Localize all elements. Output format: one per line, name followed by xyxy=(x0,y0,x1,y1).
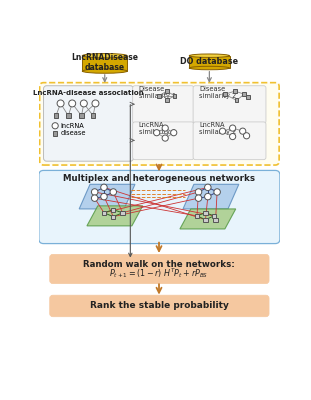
FancyBboxPatch shape xyxy=(44,86,133,161)
Polygon shape xyxy=(183,184,239,209)
Circle shape xyxy=(171,130,177,136)
FancyBboxPatch shape xyxy=(39,83,279,165)
Polygon shape xyxy=(180,209,236,229)
Circle shape xyxy=(52,123,58,129)
Bar xyxy=(82,56,127,71)
FancyBboxPatch shape xyxy=(133,86,194,124)
Text: LncRNA
similarity 2: LncRNA similarity 2 xyxy=(199,122,237,135)
Bar xyxy=(189,56,230,68)
Bar xyxy=(66,114,71,118)
Circle shape xyxy=(80,100,87,107)
FancyBboxPatch shape xyxy=(50,254,269,284)
Bar xyxy=(111,214,115,219)
Bar xyxy=(213,218,218,222)
Bar xyxy=(242,92,246,96)
Bar xyxy=(165,89,169,93)
Bar xyxy=(53,114,58,118)
Circle shape xyxy=(101,193,107,200)
Ellipse shape xyxy=(82,54,127,58)
Text: $P_{t+1}= (1-r)\ H^T P_t + r P_{BS}$: $P_{t+1}= (1-r)\ H^T P_t + r P_{BS}$ xyxy=(109,266,209,280)
Text: disease: disease xyxy=(61,130,86,136)
Text: Disease
similarity 2: Disease similarity 2 xyxy=(199,86,237,99)
Circle shape xyxy=(154,130,160,136)
Text: DO database: DO database xyxy=(180,56,239,66)
Circle shape xyxy=(69,100,76,107)
Text: Multiplex and heterogeneous networks: Multiplex and heterogeneous networks xyxy=(63,174,255,183)
FancyBboxPatch shape xyxy=(50,295,269,317)
Ellipse shape xyxy=(189,66,230,70)
Bar xyxy=(233,89,237,93)
Bar xyxy=(111,208,115,212)
Bar xyxy=(246,95,250,99)
Bar xyxy=(120,211,125,215)
Circle shape xyxy=(91,195,98,201)
Circle shape xyxy=(91,189,98,195)
Bar xyxy=(91,114,95,118)
Circle shape xyxy=(195,195,202,201)
Circle shape xyxy=(162,135,168,141)
FancyBboxPatch shape xyxy=(39,170,280,244)
Circle shape xyxy=(92,100,99,107)
Text: Random walk on the networks:: Random walk on the networks: xyxy=(83,260,235,269)
Bar xyxy=(203,218,208,222)
Circle shape xyxy=(239,128,246,134)
FancyBboxPatch shape xyxy=(133,122,194,160)
Circle shape xyxy=(244,133,250,139)
Ellipse shape xyxy=(189,54,230,58)
Text: LncRNA-disease association: LncRNA-disease association xyxy=(33,90,144,96)
Bar xyxy=(157,94,161,98)
Text: lncRNA: lncRNA xyxy=(61,123,84,129)
Bar xyxy=(212,214,216,218)
Circle shape xyxy=(162,125,168,131)
Circle shape xyxy=(205,184,211,191)
Bar xyxy=(173,94,176,98)
FancyBboxPatch shape xyxy=(193,86,266,124)
Circle shape xyxy=(110,189,117,195)
Bar xyxy=(203,211,208,215)
Circle shape xyxy=(101,184,107,191)
Text: LncRNA
similarity 1: LncRNA similarity 1 xyxy=(139,122,176,135)
Circle shape xyxy=(205,193,211,200)
Ellipse shape xyxy=(82,69,127,73)
FancyBboxPatch shape xyxy=(193,122,266,160)
Bar xyxy=(223,92,227,96)
Text: Rank the stable probability: Rank the stable probability xyxy=(90,302,229,310)
Circle shape xyxy=(57,100,64,107)
Polygon shape xyxy=(79,184,135,209)
Text: Disease
similarity 1: Disease similarity 1 xyxy=(139,86,176,99)
Circle shape xyxy=(195,189,202,195)
Circle shape xyxy=(220,128,226,134)
Circle shape xyxy=(230,134,236,140)
Bar xyxy=(79,114,84,118)
Polygon shape xyxy=(87,206,143,226)
Text: LncRNADisease
database: LncRNADisease database xyxy=(71,53,138,72)
Circle shape xyxy=(214,189,220,195)
Bar xyxy=(234,98,239,102)
Bar xyxy=(53,131,58,136)
Bar xyxy=(195,214,199,218)
Circle shape xyxy=(230,125,236,131)
Bar xyxy=(165,98,169,102)
Bar xyxy=(102,211,106,215)
